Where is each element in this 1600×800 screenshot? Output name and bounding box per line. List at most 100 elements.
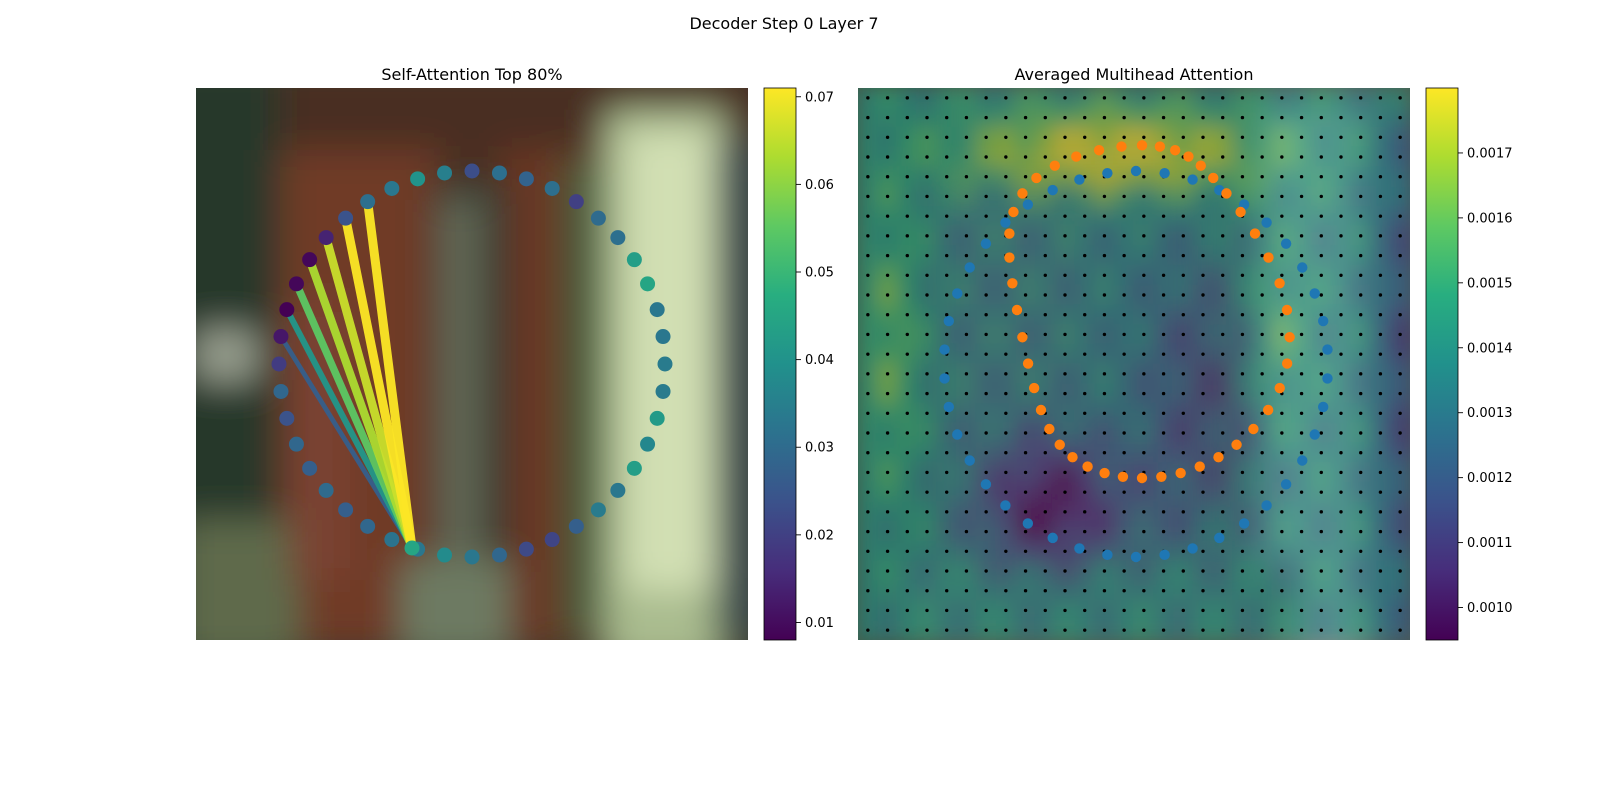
reference-point <box>945 273 949 277</box>
reference-point <box>984 175 988 179</box>
contour-markers <box>271 163 673 565</box>
reference-point <box>1181 490 1185 494</box>
blue-point <box>1022 199 1034 210</box>
reference-point <box>1299 175 1304 179</box>
reference-point <box>1142 214 1146 218</box>
reference-point <box>1181 628 1185 632</box>
reference-point <box>925 115 929 120</box>
reference-point <box>1221 431 1225 435</box>
reference-point <box>1043 313 1047 317</box>
reference-point <box>885 628 890 632</box>
reference-point <box>1359 293 1363 297</box>
reference-point <box>1063 293 1067 297</box>
reference-point <box>984 431 988 435</box>
reference-point <box>1260 391 1264 396</box>
blue-point <box>1130 551 1142 563</box>
reference-point <box>1221 470 1225 475</box>
reference-point <box>1240 293 1245 297</box>
reference-point <box>1161 253 1166 258</box>
orange-point <box>1116 141 1127 152</box>
reference-point <box>1221 372 1225 376</box>
reference-point <box>1023 510 1028 514</box>
reference-point <box>1398 608 1402 613</box>
reference-point <box>1221 529 1225 534</box>
reference-point <box>964 569 969 573</box>
reference-point <box>964 411 969 415</box>
reference-point <box>1023 391 1028 396</box>
colorbar-tick-label: 0.06 <box>805 178 834 193</box>
contour-marker <box>568 194 584 210</box>
reference-point <box>1299 352 1304 356</box>
orange-point <box>1262 404 1274 416</box>
reference-point <box>1240 253 1245 258</box>
reference-point <box>1378 332 1383 337</box>
reference-point <box>1319 135 1323 139</box>
reference-point <box>1299 253 1304 258</box>
reference-point <box>1398 549 1402 553</box>
reference-point <box>1102 411 1107 415</box>
reference-point <box>1339 115 1343 120</box>
reference-point <box>1043 470 1047 475</box>
reference-point <box>964 431 969 435</box>
reference-point <box>984 411 988 415</box>
reference-point <box>866 529 870 534</box>
reference-point <box>925 431 929 435</box>
orange-point <box>1175 467 1186 479</box>
colorbar-tick-label: 0.0015 <box>1467 276 1513 291</box>
reference-point <box>945 332 949 337</box>
reference-point <box>1161 451 1166 455</box>
reference-point <box>945 135 949 139</box>
reference-point <box>1221 214 1225 218</box>
reference-point <box>1181 332 1185 337</box>
reference-point <box>905 214 909 218</box>
reference-point <box>1378 628 1383 632</box>
reference-point <box>1201 510 1205 514</box>
reference-point <box>1004 628 1008 632</box>
reference-point <box>1102 529 1107 534</box>
reference-point <box>1299 135 1304 139</box>
reference-point <box>1161 628 1166 632</box>
reference-point <box>1319 293 1323 297</box>
reference-point <box>925 155 929 159</box>
reference-point <box>1398 253 1402 258</box>
contour-marker <box>338 502 354 518</box>
reference-point <box>1359 569 1363 573</box>
reference-point <box>964 135 969 139</box>
reference-point <box>1083 234 1087 238</box>
reference-point <box>1319 569 1323 573</box>
blue-point <box>1309 429 1320 440</box>
reference-point <box>885 431 890 435</box>
blue-point <box>1261 217 1272 228</box>
reference-point <box>1359 451 1363 455</box>
reference-point <box>1122 549 1126 553</box>
contour-marker <box>302 460 318 476</box>
left-colorbar: 0.01 0.02 0.03 0.04 0.05 0.06 0.07 <box>763 87 834 641</box>
orange-point <box>1007 278 1018 289</box>
reference-point <box>866 273 870 277</box>
reference-point <box>1043 332 1047 337</box>
reference-point <box>866 175 870 179</box>
reference-point <box>1398 628 1402 632</box>
reference-point <box>1142 293 1146 297</box>
reference-point <box>1339 470 1343 475</box>
reference-point <box>1161 313 1166 317</box>
reference-point <box>1122 253 1126 258</box>
reference-point <box>1339 332 1343 337</box>
reference-point <box>1398 194 1402 199</box>
blue-point <box>943 315 955 327</box>
reference-point <box>1398 352 1402 356</box>
reference-point <box>1359 549 1363 553</box>
reference-point <box>885 194 890 199</box>
reference-point <box>1122 431 1126 435</box>
reference-point <box>984 96 988 100</box>
reference-point <box>1063 372 1067 376</box>
reference-point <box>885 569 890 573</box>
reference-point <box>1083 589 1087 593</box>
reference-point <box>1043 115 1047 120</box>
reference-point <box>1161 411 1166 415</box>
reference-point <box>885 608 890 613</box>
reference-point <box>1359 510 1363 514</box>
colorbar-tick-label: 0.0014 <box>1467 341 1513 356</box>
reference-point <box>866 115 870 120</box>
contour-marker <box>437 165 453 181</box>
